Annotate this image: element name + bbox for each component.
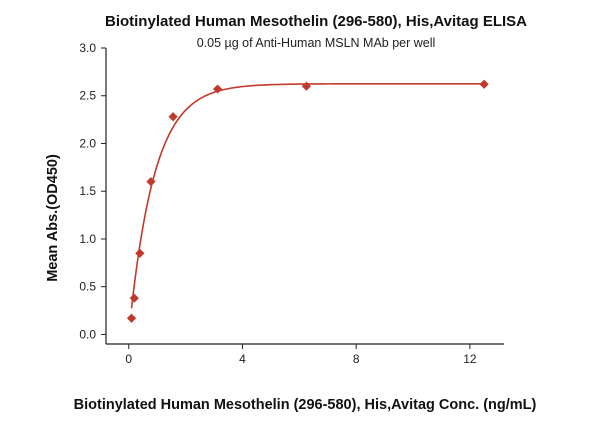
y-tick-label: 1.0 bbox=[79, 232, 96, 246]
y-ticks: 0.0 0.5 1.0 1.5 2.0 2.5 3.0 bbox=[79, 41, 106, 341]
data-points bbox=[126, 79, 489, 323]
y-tick-label: 1.5 bbox=[79, 184, 96, 198]
x-tick-label: 12 bbox=[463, 352, 477, 366]
data-point-marker bbox=[135, 248, 145, 258]
data-point-marker bbox=[126, 313, 137, 323]
y-tick-label: 0.0 bbox=[79, 327, 96, 341]
y-tick-label: 2.0 bbox=[79, 136, 96, 150]
x-tick-label: 4 bbox=[239, 352, 246, 366]
fit-curve bbox=[130, 82, 485, 309]
data-point-marker bbox=[212, 84, 223, 94]
x-ticks: 0 4 8 12 bbox=[125, 344, 477, 366]
y-tick-label: 0.5 bbox=[79, 280, 96, 294]
data-point-marker bbox=[146, 177, 156, 187]
data-point-marker bbox=[129, 293, 139, 303]
x-tick-label: 0 bbox=[125, 352, 132, 366]
y-axis-label: Mean Abs.(OD450) bbox=[45, 154, 61, 282]
data-point-marker bbox=[168, 112, 178, 122]
y-tick-label: 2.5 bbox=[79, 89, 96, 103]
chart-title: Biotinylated Human Mesothelin (296-580),… bbox=[105, 13, 527, 30]
x-tick-label: 8 bbox=[353, 352, 360, 366]
chart-subtitle: 0.05 µg of Anti-Human MSLN MAb per well bbox=[197, 36, 436, 50]
data-point-marker bbox=[479, 79, 489, 89]
data-point-marker bbox=[301, 81, 312, 91]
x-axis-label: Biotinylated Human Mesothelin (296-580),… bbox=[74, 397, 537, 413]
y-tick-label: 3.0 bbox=[79, 41, 96, 55]
